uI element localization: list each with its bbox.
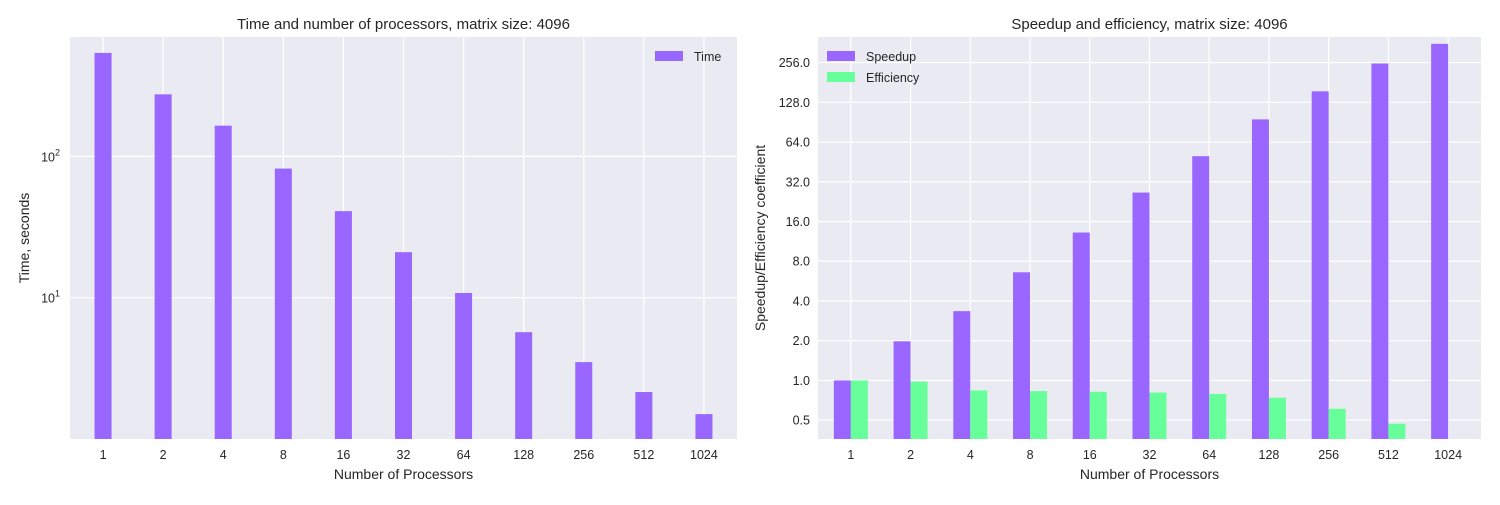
x-tick-label: 64 [1202,448,1216,462]
legend-swatch-speedup [827,51,855,61]
y-tick-label: 32.0 [786,175,810,189]
x-tick-label: 16 [336,448,350,462]
bar-time [154,94,172,439]
x-tick-label: 32 [397,448,411,462]
legend: Time [655,50,721,64]
bar-efficiency [1328,408,1346,439]
legend-label-time: Time [694,50,721,64]
y-tick-label: 128.0 [779,96,810,110]
bar-time [94,52,112,440]
x-tick-label: 64 [457,448,471,462]
y-tick-label: 16.0 [786,215,810,229]
bar-time [274,168,292,439]
y-tick-label: 64.0 [786,136,810,150]
legend-label-speedup: Speedup [866,50,916,64]
bar-time [635,392,653,439]
y-tick-label: 0.5 [793,414,810,428]
x-tick-label: 256 [1318,448,1339,462]
bar-speedup [833,380,851,439]
y-tick-label: 8.0 [793,255,810,269]
bar-speedup [1192,156,1210,439]
bar-speedup [1311,91,1329,440]
bar-speedup [1132,192,1150,439]
bar-time [334,211,352,439]
y-axis-ticks: 0.5 1.0 2.0 4.0 8.0 16.0 32.0 64.0 128.0 256.0 [779,56,810,428]
x-tick-label: 4 [220,448,227,462]
x-tick-label: 2 [907,448,914,462]
x-tick-label: 1024 [690,448,718,462]
x-tick-label: 1 [847,448,854,462]
bar-speedup [893,341,911,439]
x-axis-label: Number of Processors [1080,466,1219,482]
bar-efficiency [1268,397,1286,439]
y-tick-label: 101 [41,289,60,306]
x-axis-label: Number of Processors [334,466,473,482]
legend-label-efficiency: Efficiency [866,71,920,85]
x-tick-label: 512 [1378,448,1399,462]
bar-speedup [953,311,971,439]
bar-speedup [1251,119,1269,439]
y-axis-label: Speedup/Efficiency coefficient [752,145,768,331]
y-tick-base: 10 [41,292,55,306]
bar-time [575,362,593,439]
legend: Speedup Efficiency [827,50,920,85]
bar-efficiency [1089,391,1107,439]
x-tick-label: 1024 [1434,448,1462,462]
y-tick-label: 4.0 [793,294,810,308]
legend-swatch-efficiency [827,72,855,82]
bar-time [515,332,533,439]
x-tick-label: 8 [280,448,287,462]
x-tick-label: 128 [513,448,534,462]
chart-2: 0.5 1.0 2.0 4.0 8.0 16.0 32.0 64.0 128.0 256.0 1 2 4… [752,16,1481,482]
x-tick-label: 128 [1259,448,1280,462]
bars [94,52,713,440]
bar-efficiency [1030,391,1048,439]
bar-speedup [1371,63,1389,440]
chart-title: Speedup and efficiency, matrix size: 409… [1011,16,1287,33]
y-tick-label: 1.0 [793,374,810,388]
bars [833,43,1449,440]
x-tick-label: 4 [967,448,974,462]
bar-time [214,125,232,440]
x-tick-label: 256 [573,448,594,462]
bar-time [395,252,412,439]
bar-efficiency [910,381,928,439]
bar-speedup [1072,232,1090,439]
x-tick-label: 2 [160,448,167,462]
bar-speedup [1013,272,1031,439]
bar-efficiency [850,380,868,439]
y-tick-base: 10 [41,150,55,164]
y-tick-label: 256.0 [779,56,810,70]
bar-time [455,292,473,439]
x-tick-label: 32 [1143,448,1157,462]
x-tick-label: 1 [100,448,107,462]
bar-efficiency [1209,393,1227,439]
y-tick-label: 102 [41,147,60,164]
x-tick-label: 16 [1083,448,1097,462]
y-tick-label: 2.0 [793,334,810,348]
bar-efficiency [1149,392,1167,439]
bar-time [695,414,713,439]
y-axis-label: Time, seconds [16,193,32,284]
chart-title: Time and number of processors, matrix si… [237,16,570,33]
bar-efficiency [1388,423,1406,439]
bar-speedup [1431,43,1449,439]
legend-swatch-time [655,51,683,61]
bar-efficiency [970,390,988,439]
x-axis-ticks: 1 2 4 8 16 32 64 128 256 512 1024 [847,448,1462,462]
y-tick-exponent: 1 [55,289,60,299]
x-tick-label: 512 [633,448,654,462]
y-tick-exponent: 2 [55,147,60,157]
x-tick-label: 8 [1027,448,1034,462]
x-axis-ticks: 1 2 4 8 16 32 64 128 256 512 1024 [100,448,718,462]
